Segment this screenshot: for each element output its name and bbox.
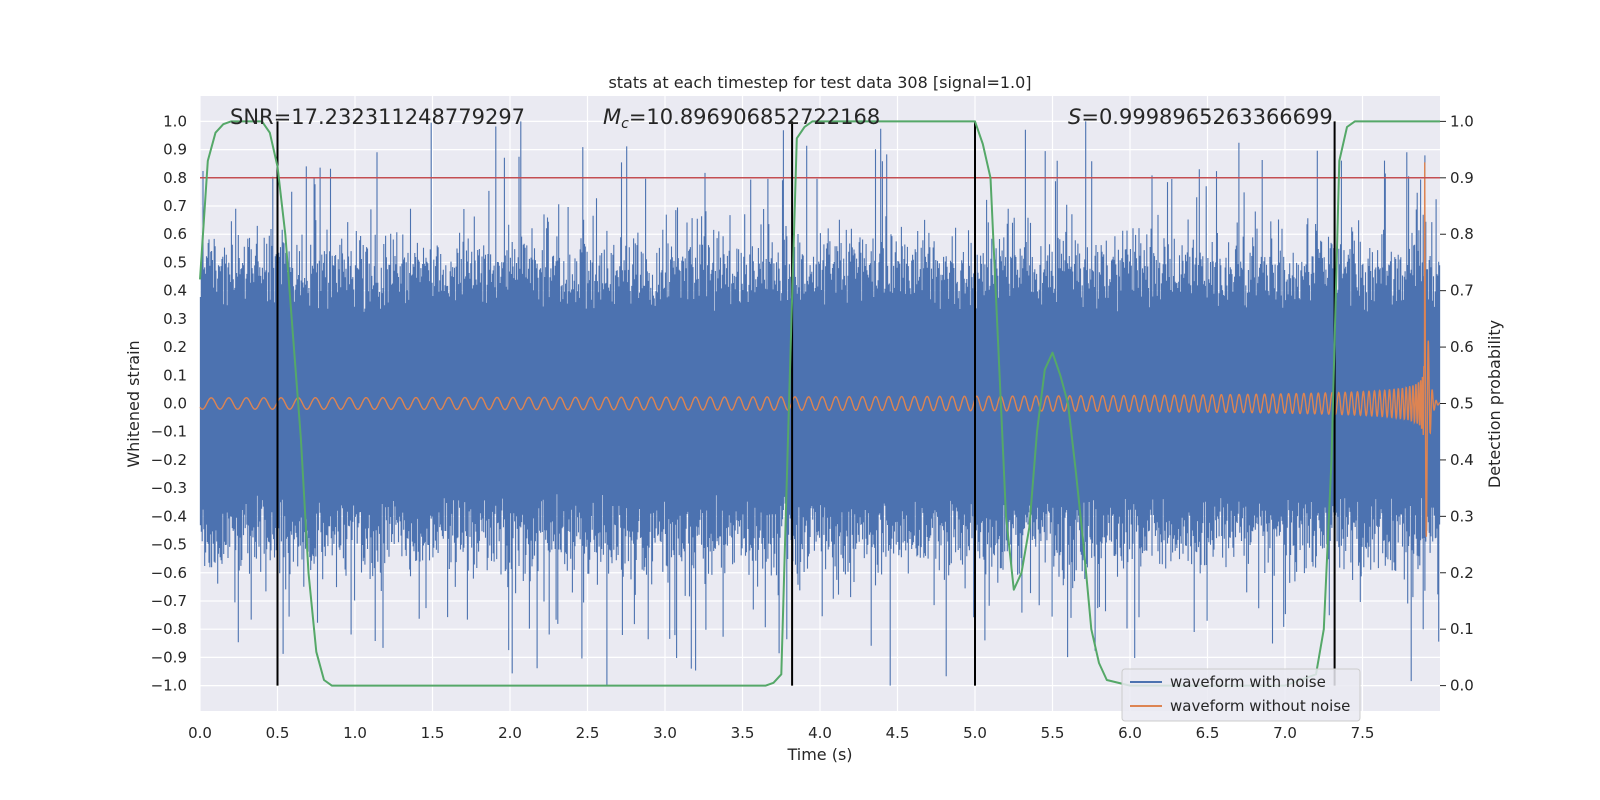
snr-annotation: SNR=17.232311248779297 xyxy=(230,105,525,129)
y-tick-label: 0.9 xyxy=(163,141,187,159)
y2-tick-label: 0.8 xyxy=(1450,225,1474,243)
x-tick-label: 4.5 xyxy=(886,724,910,742)
legend-label-noise: waveform with noise xyxy=(1170,673,1326,691)
x-tick-label: 2.0 xyxy=(498,724,522,742)
y-axis-label: Whitened strain xyxy=(124,340,143,467)
y-tick-label: 0.1 xyxy=(163,366,187,384)
y2-tick-label: 0.2 xyxy=(1450,564,1474,582)
mc-symbol: M xyxy=(603,105,621,129)
legend: waveform with noise waveform without noi… xyxy=(1121,668,1361,722)
y-tick-label: −0.7 xyxy=(151,592,187,610)
marker-lines xyxy=(276,121,1336,686)
x-tick-label: 1.5 xyxy=(421,724,445,742)
y2-tick-label: 0.9 xyxy=(1450,169,1474,187)
y-tick-label: 0.4 xyxy=(163,282,187,300)
clean-waveform-series xyxy=(199,162,1441,537)
x-tick-label: 0.0 xyxy=(188,724,212,742)
y-tick-label: 0.0 xyxy=(163,395,187,413)
x-axis-label: Time (s) xyxy=(786,745,852,764)
y-tick-label: 0.2 xyxy=(163,338,187,356)
mc-subscript: c xyxy=(621,116,629,132)
y2-tick-label: 0.6 xyxy=(1450,338,1474,356)
x-tick-label: 4.0 xyxy=(808,724,832,742)
clean-waveform-line xyxy=(199,162,1441,537)
y-tick-label: −0.1 xyxy=(151,423,187,441)
chart-title: stats at each timestep for test data 308… xyxy=(608,73,1031,92)
x-tick-label: 2.5 xyxy=(576,724,600,742)
x-tick-label: 3.5 xyxy=(731,724,755,742)
y-axis-ticks: 1.0 0.9 0.8 0.7 0.6 0.5 0.4 0.3 0.2 0.1 0.0 −0.1 −0.… xyxy=(151,112,187,694)
y2-tick-label: 0.3 xyxy=(1450,507,1474,525)
legend-box xyxy=(1121,668,1361,722)
x-tick-label: 3.0 xyxy=(653,724,677,742)
y-tick-label: −0.6 xyxy=(151,564,187,582)
x-tick-label: 7.5 xyxy=(1351,724,1375,742)
x-tick-label: 6.5 xyxy=(1196,724,1220,742)
x-tick-label: 5.5 xyxy=(1041,724,1065,742)
y2-tick-label: 0.4 xyxy=(1450,451,1474,469)
y-tick-label: 0.8 xyxy=(163,169,187,187)
y2-tick-label: 0.0 xyxy=(1450,677,1474,695)
score-annotation: S=0.9998965263366699 xyxy=(1068,105,1333,129)
x-axis-ticks: 0.0 0.5 1.0 1.5 2.0 2.5 3.0 3.5 4.0 4.5 5.0 5.5 6.0 6… xyxy=(188,724,1374,742)
y2-tick-label: 0.7 xyxy=(1450,282,1474,300)
y2-tick-label: 0.1 xyxy=(1450,620,1474,638)
y-tick-label: −1.0 xyxy=(151,677,187,695)
y-tick-label: 0.7 xyxy=(163,197,187,215)
x-tick-label: 6.0 xyxy=(1118,724,1142,742)
s-symbol: S xyxy=(1068,105,1081,129)
x-tick-label: 7.0 xyxy=(1273,724,1297,742)
y-tick-label: 0.6 xyxy=(163,225,187,243)
y-tick-label: −0.8 xyxy=(151,620,187,638)
y-tick-label: −0.4 xyxy=(151,507,187,525)
x-tick-label: 5.0 xyxy=(963,724,987,742)
mc-value: =10.896906852722168 xyxy=(629,105,880,129)
y-tick-label: −0.5 xyxy=(151,536,187,554)
y-tick-label: 0.3 xyxy=(163,310,187,328)
y2-tick-label: 1.0 xyxy=(1450,112,1474,130)
y-tick-label: −0.9 xyxy=(151,648,187,666)
x-tick-label: 1.0 xyxy=(343,724,367,742)
y-tick-label: 1.0 xyxy=(163,112,187,130)
s-value: =0.9998965263366699 xyxy=(1081,105,1332,129)
legend-label-clean: waveform without noise xyxy=(1170,697,1350,715)
y2-axis-label: Detection probability xyxy=(1485,320,1504,488)
x-tick-label: 0.5 xyxy=(266,724,290,742)
y2-axis-ticks: 1.0 0.9 0.8 0.7 0.6 0.5 0.4 0.3 0.2 0.1 0.0 xyxy=(1440,112,1474,695)
y-tick-label: 0.5 xyxy=(163,253,187,271)
y-tick-label: −0.2 xyxy=(151,451,187,469)
chirp-mass-annotation: Mc=10.896906852722168 xyxy=(603,105,880,132)
y-tick-label: −0.3 xyxy=(151,479,187,497)
y2-tick-label: 0.5 xyxy=(1450,395,1474,413)
